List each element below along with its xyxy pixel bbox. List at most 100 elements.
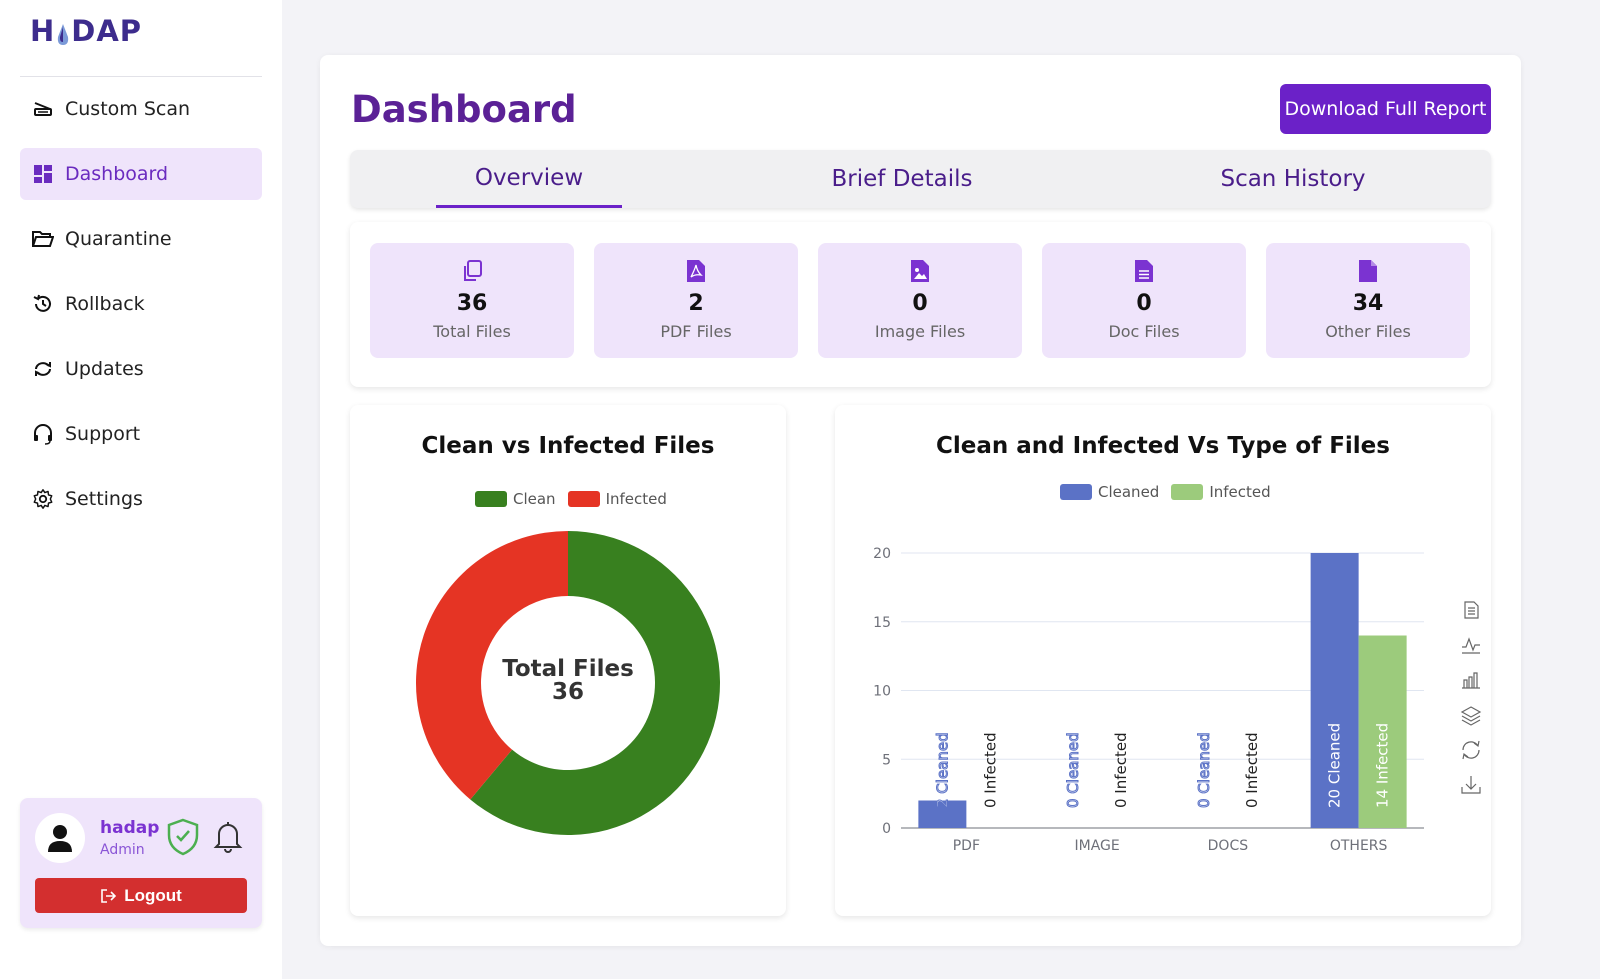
- stat-value: 0: [912, 291, 928, 316]
- stat-card-total: 36 Total Files: [370, 243, 574, 358]
- line-chart-icon: [1462, 637, 1480, 654]
- app-logo: H DAP: [30, 14, 142, 48]
- y-tick-label: 0: [882, 821, 891, 837]
- logo-text-left: H: [30, 14, 56, 48]
- bar-infected-others[interactable]: [1358, 635, 1407, 829]
- toolbox-button[interactable]: [1464, 601, 1479, 619]
- sync-icon: [32, 358, 54, 380]
- image-file-icon: [818, 259, 1022, 285]
- donut-slice-clean[interactable]: [470, 531, 720, 835]
- logo-text-right: DAP: [71, 14, 143, 48]
- sidebar-item-custom-scan[interactable]: Custom Scan: [20, 83, 262, 135]
- toolbox-button[interactable]: [1462, 672, 1480, 689]
- sidebar-item-updates[interactable]: Updates: [20, 343, 262, 395]
- sidebar-item-rollback[interactable]: Rollback: [20, 278, 262, 330]
- bell-icon[interactable]: [213, 820, 243, 858]
- bar-data-label: 0 Cleaned: [1195, 732, 1213, 808]
- stat-label: Image Files: [874, 322, 966, 341]
- stat-label: Total Files: [433, 322, 511, 341]
- toolbox-button[interactable]: [1461, 776, 1481, 794]
- file-icon: [1266, 259, 1470, 285]
- sidebar-nav: Custom Scan Dashboard Quarantine Rollbac…: [20, 83, 262, 538]
- stat-label: PDF Files: [660, 322, 732, 341]
- legend-label: Infected: [1209, 483, 1271, 501]
- tab-overview[interactable]: Overview: [436, 150, 622, 208]
- sidebar-item-label: Custom Scan: [65, 98, 191, 120]
- bar-data-label: 0 Infected: [1112, 732, 1130, 808]
- stat-card-pdf: 2 PDF Files: [594, 243, 798, 358]
- donut-chart: Total Files 36: [415, 531, 720, 835]
- x-tick-label: DOCS: [1208, 838, 1249, 854]
- bar-data-label: 20 Cleaned: [1326, 723, 1344, 808]
- user-role: Admin: [100, 842, 145, 858]
- stat-card-image: 0 Image Files: [818, 243, 1022, 358]
- donut-slice-infected[interactable]: [415, 531, 568, 800]
- chart-title: Clean vs Infected Files: [421, 433, 715, 459]
- sidebar-item-label: Support: [65, 423, 141, 445]
- bar-data-label: 2 Cleaned: [933, 732, 951, 808]
- sidebar: H DAP Custom Scan Dashboard Quarantine: [0, 0, 282, 979]
- divider: [20, 76, 262, 77]
- legend-item-cleaned[interactable]: Cleaned: [1060, 483, 1159, 501]
- stats-panel: 36 Total Files 2 PDF Files 0 Image Files…: [350, 222, 1491, 387]
- sidebar-item-quarantine[interactable]: Quarantine: [20, 213, 262, 265]
- avatar[interactable]: [35, 813, 85, 863]
- logout-icon: [101, 888, 117, 903]
- legend-item-infected[interactable]: Infected: [1171, 483, 1271, 501]
- main-panel: Dashboard Download Full Report Overview …: [320, 55, 1521, 946]
- toolbox-button[interactable]: [1462, 740, 1480, 760]
- bar-data-label: 0 Cleaned: [1064, 732, 1082, 808]
- chart-legend: Clean Infected: [475, 490, 679, 508]
- pie-chart-card: Clean vs Infected Files Clean Infected T…: [350, 405, 786, 916]
- scanner-icon: [32, 98, 54, 120]
- stat-value: 36: [456, 291, 488, 316]
- gear-icon: [32, 488, 54, 510]
- bar-cleaned-others[interactable]: [1310, 553, 1359, 828]
- tab-scan-history[interactable]: Scan History: [1220, 166, 1366, 192]
- y-tick-label: 10: [873, 684, 891, 700]
- logout-label: Logout: [124, 885, 182, 905]
- sidebar-item-label: Updates: [65, 358, 144, 380]
- bar-chart-card: Clean and Infected Vs Type of Files Clea…: [835, 405, 1491, 916]
- tab-bar: Overview Brief Details Scan History: [350, 150, 1491, 208]
- donut-center-label: Total Files: [502, 656, 634, 682]
- user-card: hadap Admin Logout: [20, 798, 262, 928]
- sidebar-item-label: Quarantine: [65, 228, 172, 250]
- legend-item-clean[interactable]: Clean: [475, 490, 556, 508]
- logout-button[interactable]: Logout: [35, 878, 247, 913]
- x-tick-label: OTHERS: [1330, 838, 1388, 854]
- chart-title: Clean and Infected Vs Type of Files: [936, 433, 1390, 459]
- legend-swatch: [1060, 484, 1092, 500]
- bar-chart: 0 5 10 15 20 PDF 2 Cleaned 0 Infected IMAGE 0 Cle…: [873, 546, 1482, 854]
- tab-brief-details[interactable]: Brief Details: [831, 166, 973, 192]
- stat-card-other: 34 Other Files: [1266, 243, 1470, 358]
- chart-legend: Cleaned Infected: [1060, 483, 1283, 501]
- sidebar-item-label: Dashboard: [65, 163, 169, 185]
- history-icon: [32, 293, 54, 315]
- legend-swatch: [1171, 484, 1204, 500]
- files-copy-icon: [370, 259, 574, 285]
- toolbox-button[interactable]: [1462, 637, 1480, 654]
- headset-icon: [32, 423, 54, 445]
- legend-label: Cleaned: [1098, 483, 1160, 501]
- restore-icon: [1462, 740, 1480, 760]
- stat-value: 0: [1136, 291, 1152, 316]
- bar-data-label: 0 Infected: [1243, 732, 1261, 808]
- sidebar-item-support[interactable]: Support: [20, 408, 262, 460]
- user-icon: [48, 825, 72, 852]
- stat-card-doc: 0 Doc Files: [1042, 243, 1246, 358]
- bar-cleaned-pdf[interactable]: [918, 800, 967, 829]
- sidebar-item-label: Rollback: [65, 293, 145, 315]
- stat-value: 34: [1352, 291, 1384, 316]
- toolbox-button[interactable]: [1460, 706, 1482, 726]
- legend-item-infected[interactable]: Infected: [567, 490, 667, 508]
- stat-label: Doc Files: [1108, 322, 1180, 341]
- shield-check-icon[interactable]: [166, 818, 200, 860]
- download-report-button[interactable]: Download Full Report: [1280, 84, 1491, 134]
- folder-open-icon: [32, 228, 54, 250]
- sidebar-item-label: Settings: [65, 488, 143, 510]
- download-icon: [1461, 776, 1481, 794]
- dashboard-icon: [32, 163, 54, 185]
- sidebar-item-settings[interactable]: Settings: [20, 473, 262, 525]
- sidebar-item-dashboard[interactable]: Dashboard: [20, 148, 262, 200]
